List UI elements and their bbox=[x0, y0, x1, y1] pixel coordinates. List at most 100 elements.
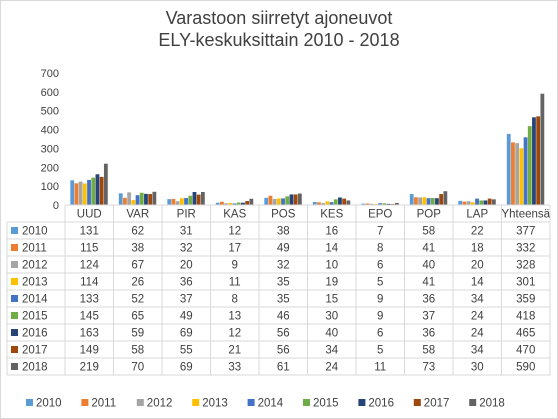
table-cell-value: 12 bbox=[228, 328, 241, 340]
row-series-label: 2018 bbox=[22, 362, 48, 374]
table-cell-value: 219 bbox=[80, 362, 99, 374]
row-legend-key bbox=[11, 227, 18, 234]
bar-2016-yhteensä bbox=[532, 117, 536, 205]
table-cell-value: 38 bbox=[277, 226, 290, 238]
bar-2010-var bbox=[118, 193, 123, 205]
table-cell-value: 49 bbox=[277, 243, 290, 255]
bar-2012-epo bbox=[369, 203, 374, 205]
bar-2018-pir bbox=[200, 191, 205, 205]
row-series-label: 2010 bbox=[22, 226, 48, 238]
row-series-label: 2015 bbox=[22, 311, 48, 323]
table-cell-value: 31 bbox=[180, 226, 193, 238]
bar-2017-pir bbox=[196, 194, 201, 205]
bar-2011-pos bbox=[268, 195, 273, 205]
bar-2013-kes bbox=[325, 201, 330, 205]
bar-2017-kas bbox=[245, 201, 250, 205]
table-cell-value: 12 bbox=[228, 226, 241, 238]
legend-key bbox=[358, 399, 366, 406]
table-cell-value: 6 bbox=[377, 328, 383, 340]
table-cell-value: 359 bbox=[516, 294, 535, 306]
bar-2011-var bbox=[123, 197, 127, 205]
bar-2014-pop bbox=[426, 198, 431, 205]
table-cell-value: 61 bbox=[277, 362, 290, 374]
bar-2018-kes bbox=[346, 200, 351, 205]
table-cell-value: 32 bbox=[180, 243, 193, 255]
bar-2014-epo bbox=[378, 203, 382, 205]
legend-label: 2018 bbox=[479, 398, 505, 410]
table-cell-value: 36 bbox=[422, 294, 435, 306]
bar-2014-kes bbox=[329, 202, 334, 205]
bar-2015-epo bbox=[382, 203, 387, 205]
table-cell-value: 35 bbox=[277, 294, 290, 306]
row-series-label: 2017 bbox=[22, 345, 48, 357]
chart-title-line-2: ELY-keskuksittain 2010 - 2018 bbox=[158, 30, 400, 50]
bar-2014-yhteensä bbox=[523, 137, 528, 205]
bar-2015-kas bbox=[236, 202, 241, 205]
bar-2013-yhteensä bbox=[519, 148, 524, 205]
bar-2016-epo bbox=[386, 203, 391, 205]
table-cell-value: 22 bbox=[471, 226, 484, 238]
table-cell-value: 69 bbox=[180, 362, 193, 374]
legend-label: 2012 bbox=[147, 398, 173, 410]
bar-2010-uud bbox=[70, 180, 75, 205]
row-legend-key bbox=[11, 346, 18, 353]
bar-2014-lap bbox=[475, 198, 479, 205]
legend-label: 2013 bbox=[202, 398, 228, 410]
bar-2014-uud bbox=[87, 179, 91, 205]
bar-2010-lap bbox=[458, 200, 463, 205]
table-cell-value: 301 bbox=[516, 277, 535, 289]
table-cell-value: 67 bbox=[131, 260, 144, 272]
table-cell-value: 73 bbox=[422, 362, 435, 374]
row-legend-key bbox=[11, 295, 18, 302]
bar-2018-pop bbox=[443, 191, 448, 205]
y-tick-label: 0 bbox=[53, 200, 59, 212]
y-tick-label: 600 bbox=[41, 87, 59, 99]
bar-2014-pir bbox=[184, 198, 188, 205]
category-label: KES bbox=[320, 209, 343, 221]
bar-2015-pos bbox=[285, 196, 290, 205]
table-cell-value: 145 bbox=[80, 311, 99, 323]
category-label: EPO bbox=[368, 209, 392, 221]
table-cell-value: 17 bbox=[228, 243, 241, 255]
table-cell-value: 7 bbox=[377, 226, 383, 238]
chart-title-line-1: Varastoon siirretyt ajoneuvot bbox=[165, 8, 393, 28]
bar-2016-var bbox=[144, 193, 148, 205]
bar-2018-kas bbox=[249, 198, 254, 205]
bar-2011-kes bbox=[317, 202, 321, 205]
legend-label: 2011 bbox=[91, 398, 116, 410]
bar-2012-pos bbox=[272, 198, 277, 205]
row-legend-key bbox=[11, 363, 18, 370]
bar-2013-lap bbox=[470, 202, 475, 205]
bar-2016-lap bbox=[483, 200, 488, 205]
bar-2012-kas bbox=[224, 203, 229, 205]
table-cell-value: 8 bbox=[232, 294, 238, 306]
table-cell-value: 14 bbox=[471, 277, 484, 289]
legend-key bbox=[303, 399, 310, 406]
legend-label: 2017 bbox=[424, 398, 450, 410]
table-cell-value: 131 bbox=[80, 226, 99, 238]
bar-2013-pop bbox=[422, 197, 427, 205]
row-series-label: 2012 bbox=[22, 260, 48, 272]
table-cell-value: 149 bbox=[80, 345, 99, 357]
table-cell-value: 15 bbox=[325, 294, 338, 306]
bar-2015-uud bbox=[91, 177, 96, 205]
table-cell-value: 470 bbox=[516, 345, 535, 357]
table-cell-value: 9 bbox=[377, 311, 383, 323]
bar-2016-pos bbox=[289, 194, 294, 205]
bar-2018-lap bbox=[491, 199, 496, 205]
bar-2014-pos bbox=[281, 198, 285, 205]
table-cell-value: 10 bbox=[325, 260, 338, 272]
bar-2018-var bbox=[152, 191, 157, 205]
bar-2018-yhteensä bbox=[540, 93, 545, 205]
table-cell-value: 465 bbox=[516, 328, 535, 340]
bar-2013-pos bbox=[276, 198, 281, 205]
bar-2010-pir bbox=[167, 199, 172, 205]
table-cell-value: 32 bbox=[277, 260, 290, 272]
bar-2016-kas bbox=[241, 202, 245, 205]
bar-2013-var bbox=[131, 200, 136, 205]
bar-2015-kes bbox=[333, 199, 338, 205]
bar-2017-var bbox=[148, 194, 153, 205]
table-cell-value: 9 bbox=[377, 294, 383, 306]
table-cell-value: 6 bbox=[377, 260, 383, 272]
